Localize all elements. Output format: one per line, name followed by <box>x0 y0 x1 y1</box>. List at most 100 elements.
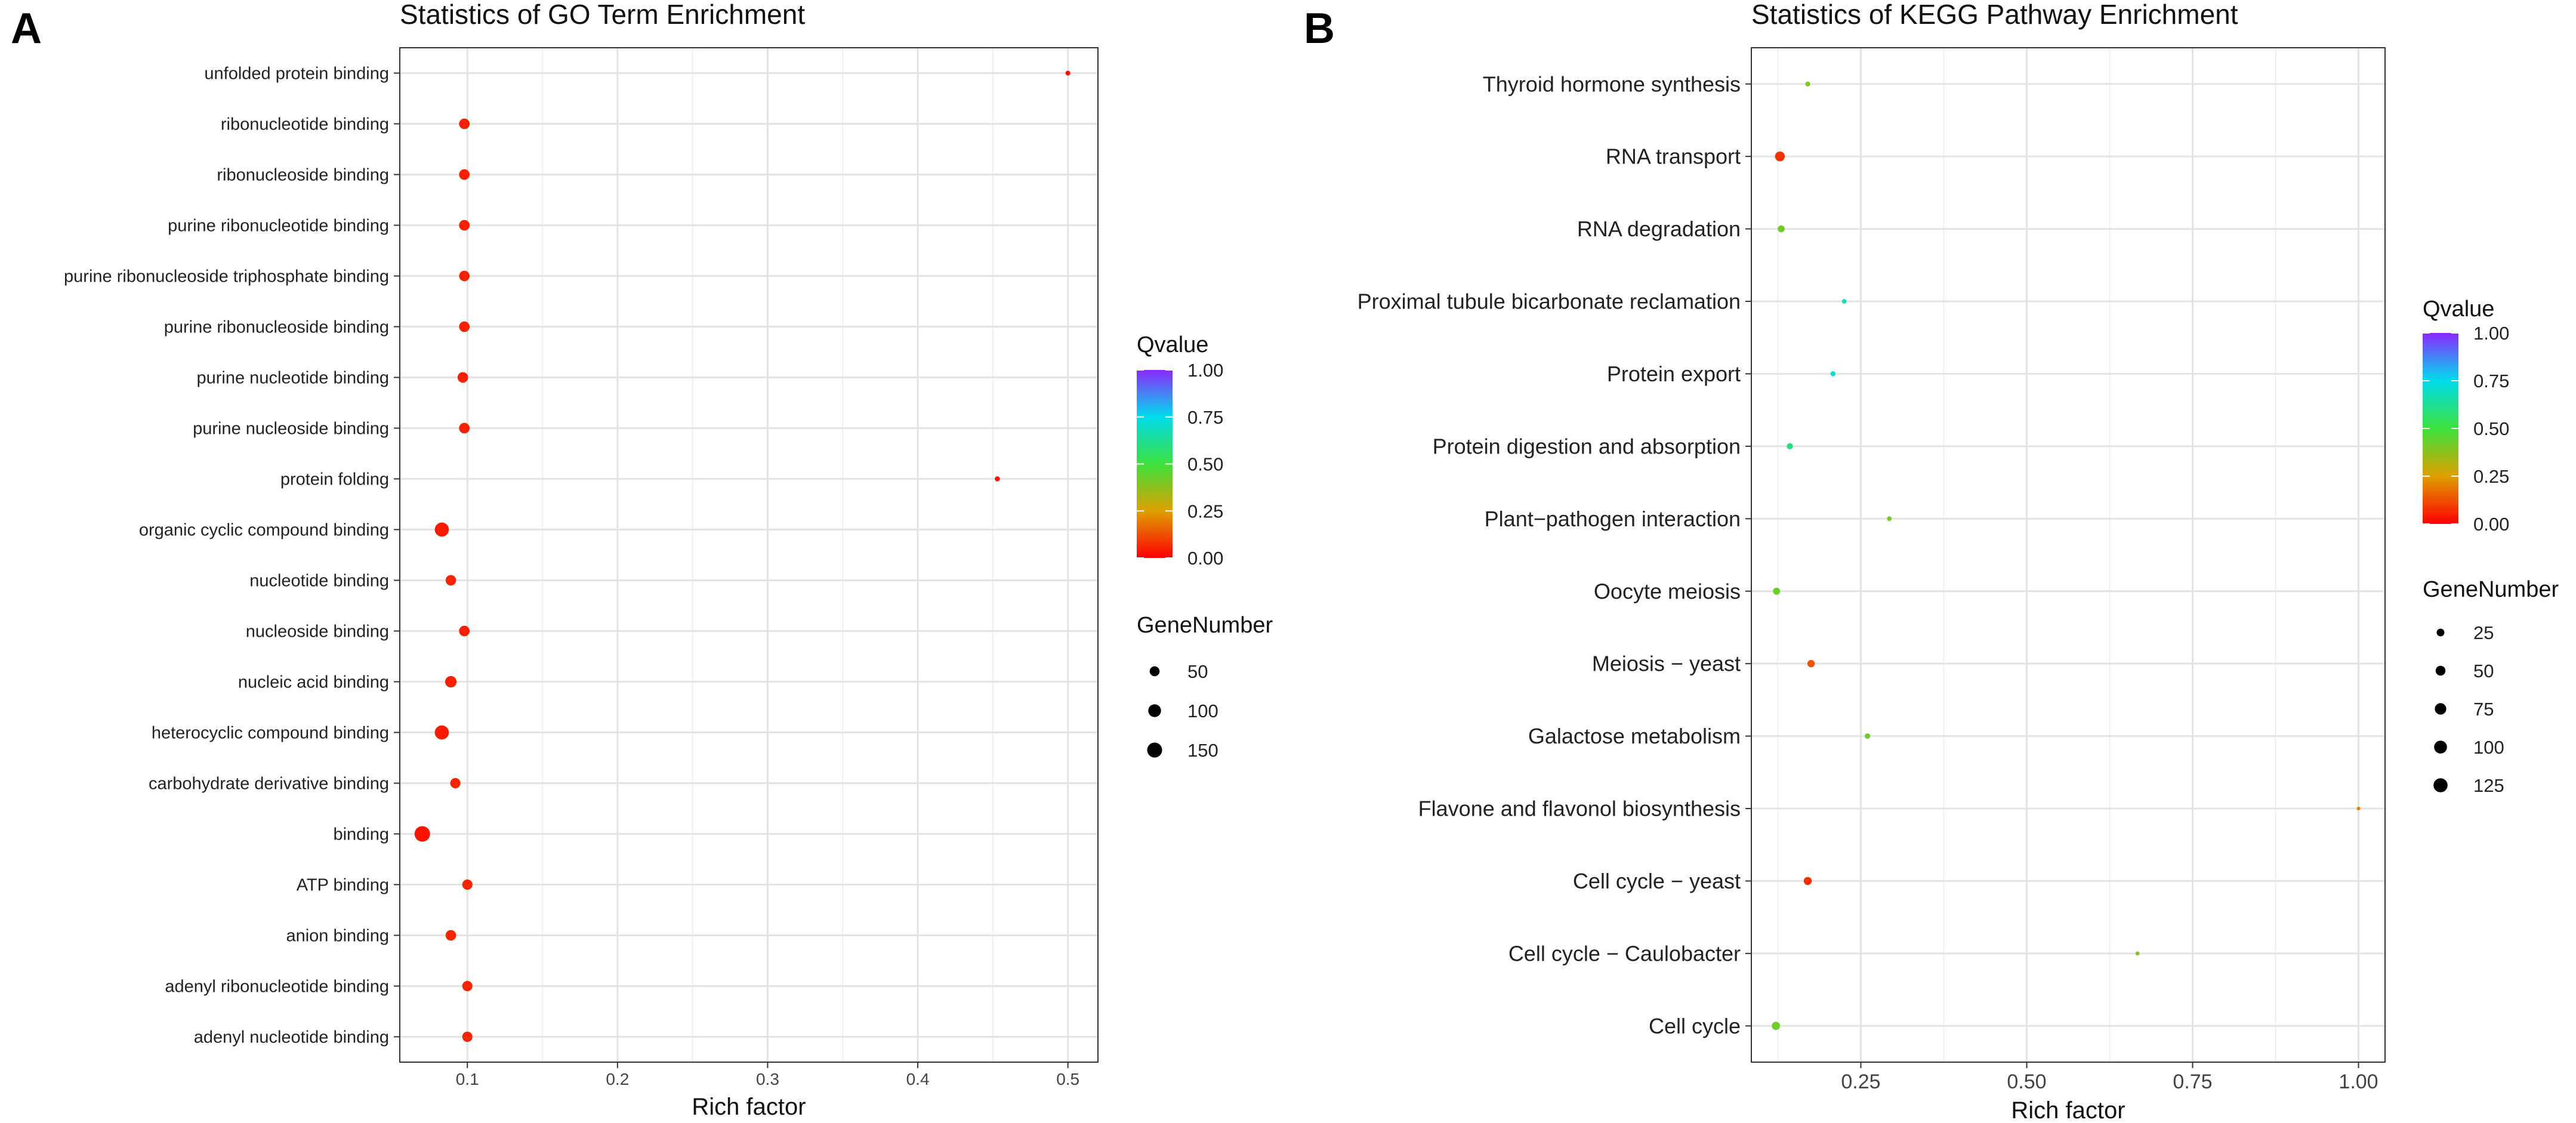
legend-title: GeneNumber <box>2423 577 2559 602</box>
y-tick-label: Meiosis − yeast <box>1592 652 1741 676</box>
data-point <box>1865 733 1871 739</box>
y-tick-label: unfolded protein binding <box>204 64 389 84</box>
y-tick-label: Plant−pathogen interaction <box>1485 507 1741 531</box>
data-point <box>1065 70 1070 76</box>
legend-colorbar-label: 0.00 <box>2473 514 2509 535</box>
legend-colorbar-label: 0.75 <box>2473 371 2509 391</box>
legend-colorbar-label: 1.00 <box>1187 360 1223 381</box>
y-tick-label: protein folding <box>280 470 389 489</box>
y-tick-label: purine ribonucleoside binding <box>164 318 389 337</box>
y-tick-label: nucleotide binding <box>249 572 389 591</box>
legend-colorbar-label: 0.50 <box>1187 454 1223 475</box>
data-point <box>995 476 1000 482</box>
data-point <box>459 220 470 231</box>
data-point <box>462 1031 473 1042</box>
data-point <box>459 625 470 637</box>
y-tick-label: purine ribonucleotide binding <box>168 217 389 236</box>
x-tick-label: 0.3 <box>756 1070 779 1088</box>
data-point <box>459 118 470 129</box>
y-tick-label: organic cyclic compound binding <box>139 521 389 540</box>
y-tick-label: Cell cycle − yeast <box>1573 869 1741 893</box>
y-tick-label: Protein digestion and absorption <box>1433 434 1741 458</box>
data-point <box>450 778 461 789</box>
data-point <box>1830 371 1836 377</box>
data-point <box>459 321 470 332</box>
y-tick-label: ribonucleoside binding <box>217 166 389 185</box>
legend-size-label: 50 <box>1187 661 1208 682</box>
legend-size-dot <box>1148 704 1161 717</box>
data-point <box>2135 951 2140 956</box>
legend-size-label: 100 <box>1187 701 1218 721</box>
data-point <box>1887 516 1892 522</box>
data-point <box>445 675 457 688</box>
y-tick-label: purine ribonucleoside triphosphate bindi… <box>64 267 389 286</box>
data-point <box>459 169 470 180</box>
x-axis-label: Rich factor <box>2011 1097 2125 1120</box>
data-point <box>1778 225 1785 233</box>
y-tick-label: Protein export <box>1607 362 1741 386</box>
plot-frame <box>1751 47 2386 1063</box>
data-point <box>1772 1022 1781 1031</box>
data-point <box>434 725 449 740</box>
data-point <box>457 372 468 383</box>
data-point <box>1803 877 1812 886</box>
y-tick-label: Cell cycle <box>1649 1014 1741 1038</box>
x-tick-label: 0.1 <box>456 1070 479 1088</box>
legend-size-dot <box>2433 778 2448 792</box>
x-tick-label: 0.50 <box>2007 1070 2046 1093</box>
chart-title: Statistics of KEGG Pathway Enrichment <box>1751 0 2238 30</box>
plot-background <box>1751 48 2385 1062</box>
legend-colorbar-label: 0.00 <box>1187 548 1223 569</box>
legend-size-label: 100 <box>2473 737 2504 758</box>
y-tick-label: binding <box>333 825 389 844</box>
legend-title: Qvalue <box>1137 332 1208 357</box>
x-axis-label: Rich factor <box>692 1094 806 1120</box>
legend-title: GeneNumber <box>1137 613 1273 638</box>
data-point <box>445 930 456 941</box>
legend-colorbar-label: 0.75 <box>1187 407 1223 428</box>
y-tick-label: RNA degradation <box>1577 217 1741 241</box>
y-tick-label: nucleic acid binding <box>238 673 389 692</box>
panel-letter: A <box>11 5 42 53</box>
legend-size-label: 25 <box>2473 622 2494 643</box>
y-tick-label: adenyl ribonucleotide binding <box>165 977 389 996</box>
legend-size-label: 75 <box>2473 699 2494 720</box>
y-tick-label: Thyroid hormone synthesis <box>1483 72 1741 96</box>
legend-size-dot <box>2435 703 2447 715</box>
y-tick-label: ribonucleotide binding <box>221 115 389 134</box>
data-point <box>1787 443 1793 449</box>
y-tick-label: ATP binding <box>297 876 389 895</box>
data-point <box>1773 587 1781 595</box>
y-tick-label: Cell cycle − Caulobacter <box>1508 941 1741 965</box>
y-tick-label: Oocyte meiosis <box>1594 579 1741 603</box>
y-tick-label: anion binding <box>286 927 389 946</box>
plot-background <box>400 48 1098 1062</box>
data-point <box>1775 151 1785 162</box>
legend-size-label: 150 <box>1187 740 1218 761</box>
y-tick-label: Flavone and flavonol biosynthesis <box>1418 797 1741 821</box>
data-point <box>459 270 470 282</box>
legend-colorbar-label: 0.25 <box>2473 466 2509 487</box>
data-point <box>459 422 470 434</box>
legend-size-dot <box>2434 741 2447 754</box>
legend-colorbar-label: 0.50 <box>2473 418 2509 439</box>
legend-size-label: 125 <box>2473 775 2504 796</box>
data-point <box>1805 81 1810 87</box>
chart-title: Statistics of GO Term Enrichment <box>400 0 805 30</box>
x-tick-label: 0.75 <box>2173 1070 2212 1093</box>
x-tick-label: 1.00 <box>2339 1070 2378 1093</box>
x-tick-label: 0.25 <box>1841 1070 1880 1093</box>
panel-b: B Statistics of KEGG Pathway Enrichment 0.… <box>1304 0 2559 1123</box>
data-point <box>414 826 430 842</box>
data-point <box>462 879 473 890</box>
y-tick-label: adenyl nucleotide binding <box>194 1028 389 1047</box>
legend-size-label: 50 <box>2473 661 2494 681</box>
legend-colorbar-label: 1.00 <box>2473 323 2509 344</box>
y-tick-label: purine nucleotide binding <box>197 369 389 388</box>
x-tick-label: 0.5 <box>1056 1070 1079 1088</box>
data-point <box>1841 299 1847 304</box>
y-tick-label: nucleoside binding <box>246 622 389 641</box>
panel-a: A Statistics of GO Term Enrichment 0.1 0.2 0… <box>11 0 1273 1120</box>
